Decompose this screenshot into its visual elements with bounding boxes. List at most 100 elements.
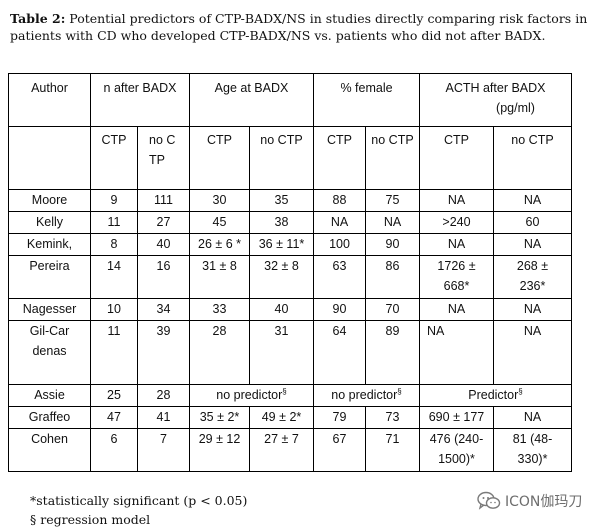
cell-fem-noctp: 89 xyxy=(365,320,420,385)
cell-acth-ctp: >240 xyxy=(419,211,494,234)
cell-fem-ctp: 64 xyxy=(313,320,366,385)
cell-author: Gil-Cardenas xyxy=(8,320,91,385)
acth-merged-text: Predictor xyxy=(468,388,519,402)
cell-fem-ctp: 79 xyxy=(313,406,366,429)
header-age-at-badx: Age at BADX xyxy=(189,73,314,127)
subheader-empty xyxy=(8,126,91,190)
cell-age-merged: no predictor§ xyxy=(189,384,314,407)
subheader-noctp-fem: no CTP xyxy=(365,126,420,190)
cell-acth-ctp: NA xyxy=(419,298,494,321)
cell-acth-ctp: 1726 ± 668* xyxy=(419,255,494,299)
cell-author: Kemink, xyxy=(8,233,91,256)
cell-author: Assie xyxy=(8,384,91,407)
header-row: Author n after BADX Age at BADX % female… xyxy=(8,73,572,127)
cell-acth-ctp: NA xyxy=(419,189,494,212)
cell-fem-noctp: 86 xyxy=(365,255,420,299)
cell-age-noctp: 38 xyxy=(249,211,314,234)
cell-author: Nagesser xyxy=(8,298,91,321)
cell-age-ctp: 33 xyxy=(189,298,250,321)
cell-fem-noctp: 90 xyxy=(365,233,420,256)
header-n-after-badx: n after BADX xyxy=(90,73,190,127)
section-mark: § xyxy=(518,386,523,396)
age-merged-text: no predictor xyxy=(216,388,283,402)
cell-age-ctp: 28 xyxy=(189,320,250,385)
table-row: Cohen 6 7 29 ± 12 27 ± 7 67 71 476 (240-… xyxy=(8,428,572,472)
subheader-ctp-fem: CTP xyxy=(313,126,366,190)
table-row: Gil-Cardenas 11 39 28 31 64 89 NA NA xyxy=(8,320,572,385)
cell-age-ctp: 26 ± 6 * xyxy=(189,233,250,256)
header-author: Author xyxy=(8,73,91,127)
cell-acth-noctp: NA xyxy=(493,233,572,256)
cell-acth-noctp: 268 ± 236* xyxy=(493,255,572,299)
footnotes: *statistically significant (p < 0.05) § … xyxy=(30,491,247,529)
cell-n-ctp: 11 xyxy=(90,211,138,234)
cell-n-ctp: 25 xyxy=(90,384,138,407)
cell-age-noctp: 40 xyxy=(249,298,314,321)
table-caption: Table 2: Potential predictors of CTP-BAD… xyxy=(10,10,590,44)
cell-acth-ctp: NA xyxy=(419,320,494,385)
cell-acth-ctp: NA xyxy=(419,233,494,256)
cell-fem-noctp: NA xyxy=(365,211,420,234)
cell-age-ctp: 35 ± 2* xyxy=(189,406,250,429)
table-row: Pereira 14 16 31 ± 8 32 ± 8 63 86 1726 ±… xyxy=(8,255,572,299)
watermark: ICON伽玛刀 xyxy=(477,490,582,512)
subheader-ctp-n: CTP xyxy=(90,126,138,190)
cell-fem-ctp: 100 xyxy=(313,233,366,256)
cell-n-noctp: 27 xyxy=(137,211,190,234)
watermark-text: ICON伽玛刀 xyxy=(505,494,583,510)
predictors-table: Author n after BADX Age at BADX % female… xyxy=(8,73,572,472)
cell-n-ctp: 10 xyxy=(90,298,138,321)
cell-fem-noctp: 75 xyxy=(365,189,420,212)
cell-acth-noctp: NA xyxy=(493,298,572,321)
cell-n-noctp: 111 xyxy=(137,189,190,212)
cell-n-ctp: 6 xyxy=(90,428,138,472)
header-pct-female: % female xyxy=(313,73,420,127)
section-mark: § xyxy=(397,386,402,396)
cell-acth-noctp: 81 (48-330)* xyxy=(493,428,572,472)
cell-acth-ctp: 690 ± 177 xyxy=(419,406,494,429)
cell-acth-ctp: 476 (240-1500)* xyxy=(419,428,494,472)
cell-age-noctp: 36 ± 11* xyxy=(249,233,314,256)
section-mark: § xyxy=(282,386,287,396)
subheader-ctp-age: CTP xyxy=(189,126,250,190)
subheader-row: CTP no CTP CTP no CTP CTP no CTP CTP no … xyxy=(8,126,572,190)
subheader-noctp-age: no CTP xyxy=(249,126,314,190)
cell-fem-ctp: 90 xyxy=(313,298,366,321)
cell-n-ctp: 8 xyxy=(90,233,138,256)
cell-age-noctp: 32 ± 8 xyxy=(249,255,314,299)
fem-merged-text: no predictor xyxy=(331,388,398,402)
header-acth-after-badx: ACTH after BADX (pg/ml) xyxy=(419,73,572,127)
cell-n-noctp: 28 xyxy=(137,384,190,407)
cell-fem-noctp: 71 xyxy=(365,428,420,472)
caption-text: Potential predictors of CTP-BADX/NS in s… xyxy=(10,11,588,43)
table-row: Nagesser 10 34 33 40 90 70 NA NA xyxy=(8,298,572,321)
cell-age-ctp: 45 xyxy=(189,211,250,234)
cell-n-ctp: 11 xyxy=(90,320,138,385)
cell-acth-noctp: NA xyxy=(493,189,572,212)
cell-fem-noctp: 70 xyxy=(365,298,420,321)
cell-fem-ctp: 63 xyxy=(313,255,366,299)
cell-fem-ctp: 88 xyxy=(313,189,366,212)
cell-fem-merged: no predictor§ xyxy=(313,384,420,407)
cell-author: Graffeo xyxy=(8,406,91,429)
caption-label: Table 2: xyxy=(10,11,66,26)
header-acth-label: ACTH after BADX xyxy=(445,81,546,95)
cell-age-noctp: 35 xyxy=(249,189,314,212)
wechat-icon xyxy=(477,491,501,511)
cell-age-ctp: 30 xyxy=(189,189,250,212)
table-row: Kelly 11 27 45 38 NA NA >240 60 xyxy=(8,211,572,234)
cell-fem-noctp: 73 xyxy=(365,406,420,429)
subheader-ctp-acth: CTP xyxy=(419,126,494,190)
cell-n-ctp: 9 xyxy=(90,189,138,212)
footnote-significance: *statistically significant (p < 0.05) xyxy=(30,493,248,508)
footnote-regression: § regression model xyxy=(30,512,151,527)
cell-age-ctp: 31 ± 8 xyxy=(189,255,250,299)
cell-age-ctp: 29 ± 12 xyxy=(189,428,250,472)
cell-acth-noctp: 60 xyxy=(493,211,572,234)
cell-author: Moore xyxy=(8,189,91,212)
table-row: Kemink, 8 40 26 ± 6 * 36 ± 11* 100 90 NA… xyxy=(8,233,572,256)
cell-author: Pereira xyxy=(8,255,91,299)
subheader-noctp-n: no CTP xyxy=(137,126,190,190)
cell-acth-merged: Predictor§ xyxy=(419,384,572,407)
cell-age-noctp: 27 ± 7 xyxy=(249,428,314,472)
